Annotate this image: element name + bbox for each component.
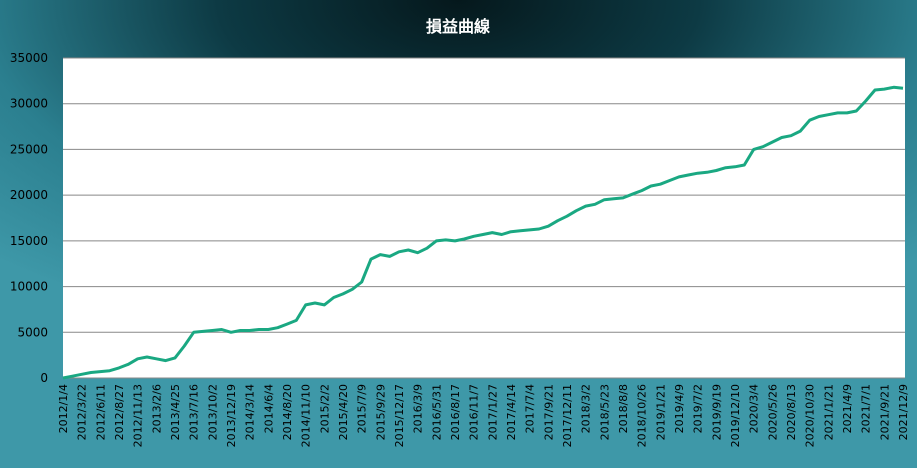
x-tick-label: 2021/12/9 [897,384,910,440]
x-tick-label: 2021/1/21 [822,384,835,440]
y-tick-label: 20000 [10,188,48,202]
x-tick-label: 2020/8/13 [785,384,798,440]
x-tick-label: 2020/5/26 [766,384,779,440]
y-tick-label: 5000 [17,325,48,339]
x-tick-label: 2019/4/9 [673,384,686,433]
x-tick-label: 2020/3/4 [748,384,761,433]
x-tick-label: 2018/8/8 [617,384,630,433]
y-tick-label: 25000 [10,142,48,156]
chart-title: 損益曲線 [426,17,490,36]
x-tick-label: 2017/1/27 [486,384,499,440]
x-tick-label: 2014/6/4 [262,384,275,433]
x-tick-label: 2014/3/14 [244,384,257,440]
x-tick-label: 2017/4/14 [505,384,518,440]
x-tick-label: 2015/7/9 [356,384,369,433]
x-tick-label: 2014/8/20 [281,384,294,440]
y-tick-label: 15000 [10,234,48,248]
y-tick-label: 30000 [10,97,48,111]
x-tick-label: 2015/12/17 [393,384,406,447]
x-tick-label: 2014/11/10 [300,384,313,447]
x-tick-label: 2016/8/17 [449,384,462,440]
line-series [62,85,904,380]
x-tick-label: 2013/10/2 [206,384,219,440]
x-tick-label: 2021/4/9 [841,384,854,433]
x-tick-label: 2012/11/13 [132,384,145,447]
x-tick-label: 2016/3/9 [412,384,425,433]
y-tick-label: 35000 [10,51,48,65]
x-tick-label: 2013/2/6 [150,384,163,433]
x-tick-label: 2020/10/30 [804,384,817,447]
x-tick-label: 2013/4/25 [169,384,182,440]
x-tick-label: 2012/6/11 [94,384,107,440]
x-tick-label: 2018/3/2 [580,384,593,433]
y-tick-label: 10000 [10,280,48,294]
x-tick-label: 2021/9/21 [878,384,891,440]
x-tick-label: 2012/3/22 [76,384,89,440]
x-tick-label: 2018/10/26 [636,384,649,447]
x-tick-label: 2019/9/19 [710,384,723,440]
x-tick-label: 2013/7/16 [188,384,201,440]
x-tick-label: 2015/4/20 [337,384,350,440]
x-tick-label: 2017/9/21 [542,384,555,440]
x-tick-label: 2015/9/29 [374,384,387,440]
y-tick-label: 0 [40,371,48,385]
x-tick-label: 2019/1/21 [654,384,667,440]
x-tick-label: 2015/2/2 [318,384,331,433]
x-tick-label: 2019/7/2 [692,384,705,433]
x-tick-label: 2016/5/31 [430,384,443,440]
x-tick-label: 2017/12/11 [561,384,574,447]
x-tick-label: 2018/5/23 [598,384,611,440]
x-tick-label: 2012/1/4 [57,384,70,433]
x-tick-label: 2017/7/4 [524,384,537,433]
x-tick-label: 2012/8/27 [113,384,126,440]
x-tick-label: 2013/12/19 [225,384,238,447]
x-tick-label: 2016/11/7 [468,384,481,440]
x-tick-label: 2019/12/10 [729,384,742,447]
plot-area [63,58,905,378]
x-tick-label: 2021/7/1 [860,384,873,433]
